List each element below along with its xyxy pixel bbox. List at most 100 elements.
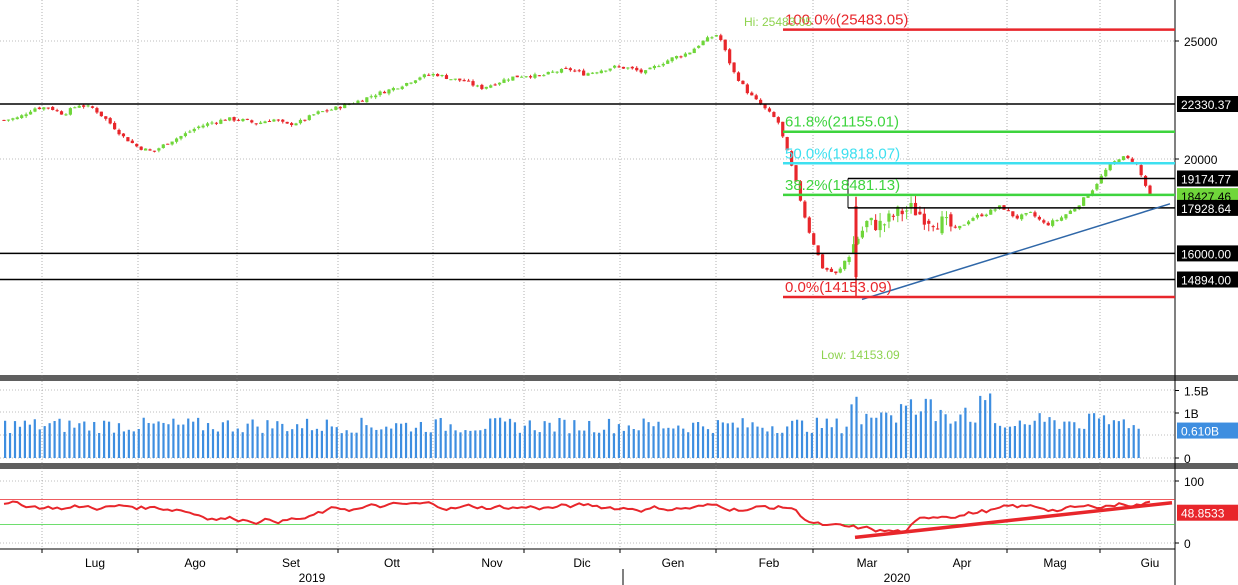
volume-bar [23,420,26,458]
volume-bar [588,420,591,458]
volume-bar [484,428,487,458]
candle-body [1015,215,1019,219]
volume-bar [375,429,378,458]
volume-bar [667,427,670,458]
price-label-box [1177,245,1238,262]
x-tick-label: Mag [1043,556,1066,570]
candle-body [338,106,342,109]
candle-body [325,110,329,112]
volume-bar [1053,420,1056,458]
candle-body [643,70,648,74]
candle-body [1090,190,1095,196]
candle-body [281,119,285,122]
candle-body [449,79,453,81]
volume-bar [419,421,422,458]
candle-body [568,68,572,71]
candle-body [719,35,723,41]
volume-bar [523,425,526,458]
volume-bar [944,414,947,458]
volume-bar [815,417,818,458]
volume-bar [716,420,719,458]
candle-body [546,71,550,75]
candle-body [745,84,749,94]
volume-bar [459,432,462,458]
volume-bar [513,422,517,458]
volume-bar [939,409,942,458]
candle-body [334,106,338,110]
candle-body [475,85,480,87]
candle-body [205,123,210,126]
volume-bar [246,423,249,458]
candle-body [905,210,909,212]
candle-body [511,76,515,81]
volume-last-box [1177,422,1238,439]
candle-body [909,203,913,208]
candle-body [851,244,856,254]
x-tick-label: Giu [1141,556,1160,570]
fib-level-label: 38.2%(18481.13) [785,177,900,194]
candle-body [232,117,236,121]
price-label-box [1177,96,1238,113]
candle-body [409,82,413,84]
candle-body [15,117,19,120]
volume-bar [1073,422,1076,458]
price-label-text: 19174.77 [1181,172,1231,186]
candle-body [413,80,418,83]
candle-body [1082,197,1086,206]
volume-bar [1127,428,1130,458]
candle-body [825,267,829,270]
candle-body [250,120,254,123]
volume-bar [315,428,319,458]
volume-bar [870,417,873,458]
candle-body [298,119,303,124]
volume-bar [167,424,170,458]
volume-bar [4,420,7,458]
price-label-box [1177,199,1238,216]
candle-body [975,214,980,218]
volume-bar [479,430,482,458]
volume-bar [231,431,234,458]
candle-body [860,230,864,238]
candle-body [183,133,188,137]
volume-bar [216,431,220,458]
axes-layer: 250002000022330.3719174.7718427.4617928.… [41,35,1238,585]
volume-bar [449,424,452,458]
candle-body [493,84,497,86]
volume-bar [43,426,46,458]
volume-bar [192,421,195,458]
candle-body [608,68,612,71]
candle-body [843,260,847,270]
candle-body [33,108,37,112]
candle-body [820,254,825,269]
candle-body [657,66,661,68]
volume-bar [845,426,848,458]
volume-bar [612,433,616,458]
candle-body [11,118,15,120]
volume-bar [414,427,418,458]
candle-body [444,75,449,79]
candle-body [157,148,161,151]
candle-body [577,70,581,72]
volume-bar [1117,421,1120,458]
volume-bar [875,417,878,458]
candle-body [378,91,382,96]
volume-bar [400,423,403,458]
candle-body [1148,185,1152,195]
volume-bar [429,432,432,458]
volume-bar [1137,428,1140,458]
volume-bar [206,423,210,458]
candle-body [28,111,33,115]
volume-bar [469,430,472,458]
candle-body [126,137,130,142]
candle-body [966,221,971,225]
volume-bar [390,428,393,458]
candle-body [794,165,798,182]
x-tick-label: Set [282,556,301,570]
candle-body [276,119,280,121]
candle-body [267,120,272,122]
volume-bar [518,432,521,458]
candle-body [626,67,630,69]
candle-body [1121,156,1126,161]
candle-body [931,226,935,228]
volume-bar [112,432,116,458]
